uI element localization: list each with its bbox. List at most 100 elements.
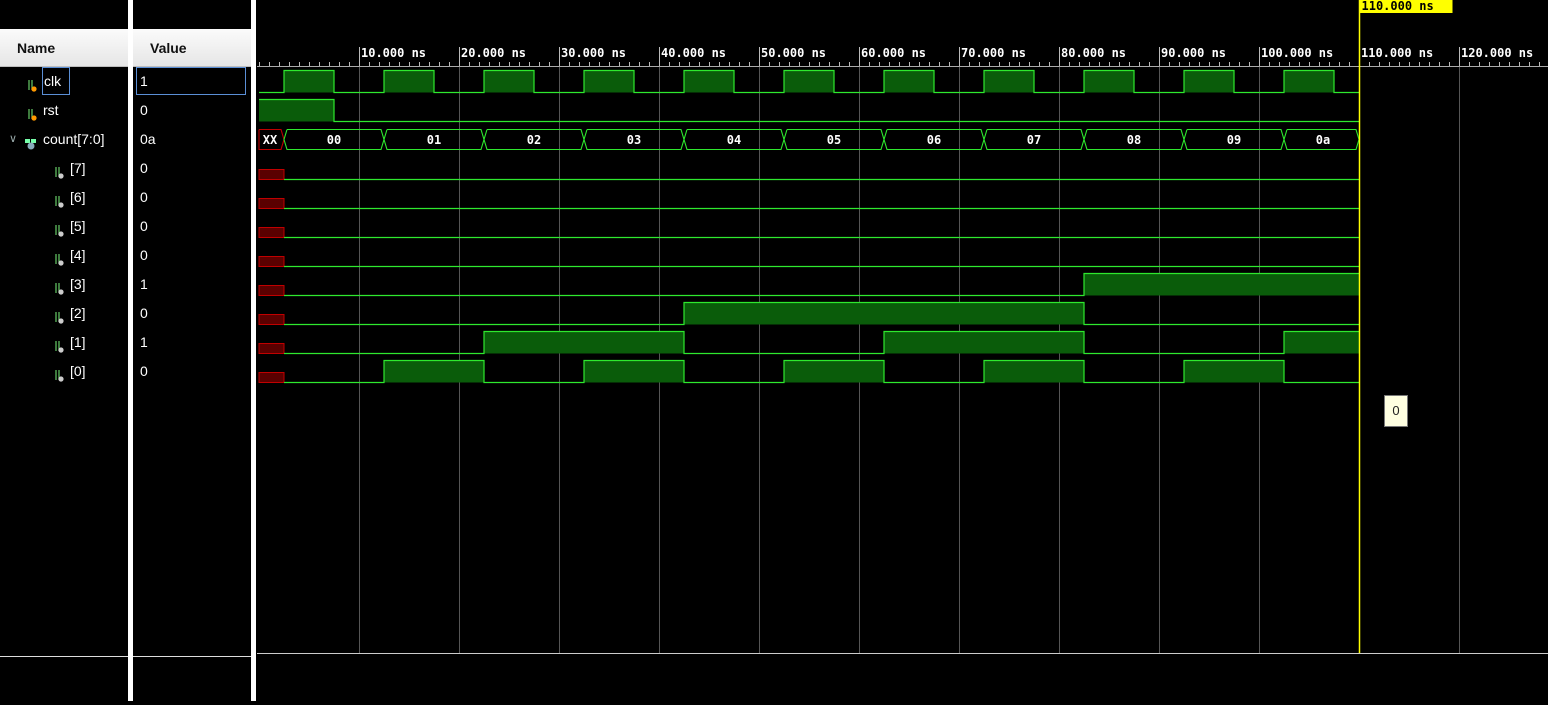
signal-name-label: [5] (70, 212, 86, 241)
clk-high-fill (884, 71, 934, 93)
value-column-header[interactable]: Value (133, 29, 251, 67)
signal-name-label: [2] (70, 299, 86, 328)
ruler-tick-label: 70.000 ns (961, 46, 1026, 60)
signal-name-label: count[7:0] (43, 125, 105, 154)
signal-value: 0a (140, 125, 156, 154)
ruler-tick-label: 10.000 ns (361, 46, 426, 60)
bit2-high-fill (684, 303, 1084, 325)
bus-value-label: 0a (1316, 133, 1330, 147)
waveform-canvas[interactable]: 10.000 ns 20.000 ns 30.000 ns 40.000 ns 50.0… (257, 0, 1548, 701)
bit0-high-fill (784, 361, 884, 383)
signal-name-label: [7] (70, 154, 86, 183)
signal-value: 0 (140, 96, 148, 125)
signal-row-rst[interactable]: rst (0, 96, 128, 125)
ruler-tick-label: 40.000 ns (661, 46, 726, 60)
signal-value-row[interactable]: 0 (133, 357, 251, 386)
signal-value-row[interactable]: 0 (133, 241, 251, 270)
undefined-stub (259, 344, 284, 354)
signal-value-row[interactable]: 1 (133, 67, 251, 96)
signal-value: 0 (140, 154, 148, 183)
bus-value-label: XX (263, 133, 278, 147)
clk-high-fill (1184, 71, 1234, 93)
bit0-high-fill (384, 361, 484, 383)
clk-high-fill (484, 71, 534, 93)
ruler-tick-label: 60.000 ns (861, 46, 926, 60)
signal-value-row[interactable]: 0 (133, 299, 251, 328)
bus-signal-icon (24, 132, 36, 146)
undefined-stub (259, 257, 284, 267)
undefined-stub (259, 373, 284, 383)
undefined-stub (259, 170, 284, 180)
signal-value: 0 (140, 212, 148, 241)
signal-row-count-bit[interactable]: [5] (0, 212, 128, 241)
bus-value-label: 02 (527, 133, 541, 147)
wire-signal-icon (54, 335, 66, 349)
bit1-trace (284, 332, 1359, 354)
rst-high-fill (259, 100, 334, 122)
undefined-stub (259, 315, 284, 325)
signal-row-count-bit[interactable]: [3] (0, 270, 128, 299)
signal-value: 1 (140, 270, 148, 299)
clk-high-fill (684, 71, 734, 93)
signal-value-row[interactable]: 0a (133, 125, 251, 154)
signal-row-count-bit[interactable]: [6] (0, 183, 128, 212)
signal-name-label: [0] (70, 357, 86, 386)
wire-signal-icon (54, 190, 66, 204)
signal-value-row[interactable]: 0 (133, 212, 251, 241)
signal-row-count-bit[interactable]: [2] (0, 299, 128, 328)
signal-value-row[interactable]: 1 (133, 270, 251, 299)
signal-row-clk[interactable]: clk (0, 67, 128, 96)
bit0-high-fill (984, 361, 1084, 383)
ruler-tick-label: 120.000 ns (1461, 46, 1533, 60)
bus-value-label: 08 (1127, 133, 1141, 147)
rst-trace (259, 100, 1359, 122)
signal-value: 1 (137, 68, 245, 94)
name-column-header[interactable]: Name (0, 29, 128, 67)
clk-high-fill (1084, 71, 1134, 93)
signal-value-row[interactable]: 0 (133, 96, 251, 125)
clk-high-fill (284, 71, 334, 93)
value-column: Value 1 0 0a 0 0 0 0 1 0 1 0 (133, 0, 251, 701)
clk-high-fill (784, 71, 834, 93)
wire-signal-icon (27, 74, 39, 88)
bus-value-label: 01 (427, 133, 441, 147)
signal-value-row[interactable]: 1 (133, 328, 251, 357)
wire-signal-icon (54, 248, 66, 262)
signal-name-label: rst (43, 96, 59, 125)
signal-value-row[interactable]: 0 (133, 183, 251, 212)
bit3-high-fill (1084, 274, 1359, 296)
wire-signal-icon (54, 219, 66, 233)
bit0-high-fill (1184, 361, 1284, 383)
signal-value-row[interactable]: 0 (133, 154, 251, 183)
signal-row-count-bit[interactable]: [0] (0, 357, 128, 386)
bus-value-label: 07 (1027, 133, 1041, 147)
signal-value: 0 (140, 183, 148, 212)
bit1-high-fill (484, 332, 684, 354)
undefined-stub (259, 199, 284, 209)
ruler-tick-label: 30.000 ns (561, 46, 626, 60)
signal-row-count-bit[interactable]: [7] (0, 154, 128, 183)
wave-splitter[interactable] (251, 0, 256, 701)
bus-value-label: 09 (1227, 133, 1241, 147)
bit1-high-fill (1284, 332, 1359, 354)
clk-high-fill (584, 71, 634, 93)
ruler-tick-label: 110.000 ns (1361, 46, 1433, 60)
name-column: Name clk rst ∨ count[7:0] [7] [6] [5] [4] [3] [2]… (0, 0, 128, 701)
signal-row-count70[interactable]: ∨ count[7:0] (0, 125, 128, 154)
value-panel-divider (133, 656, 251, 657)
undefined-stub (259, 228, 284, 238)
waveform-svg[interactable]: 10.000 ns 20.000 ns 30.000 ns 40.000 ns 50.0… (257, 0, 1548, 701)
signal-name-label: [6] (70, 183, 86, 212)
signal-row-count-bit[interactable]: [1] (0, 328, 128, 357)
signal-name-label: [3] (70, 270, 86, 299)
bit0-high-fill (584, 361, 684, 383)
bus-value-label: 03 (627, 133, 641, 147)
signal-row-count-bit[interactable]: [4] (0, 241, 128, 270)
signal-value: 0 (140, 241, 148, 270)
clk-high-fill (1284, 71, 1334, 93)
signal-value: 1 (140, 328, 148, 357)
undefined-stub (259, 286, 284, 296)
cursor-tooltip: 0 (1384, 395, 1408, 427)
chevron-down-icon[interactable]: ∨ (9, 125, 17, 154)
clk-high-fill (384, 71, 434, 93)
